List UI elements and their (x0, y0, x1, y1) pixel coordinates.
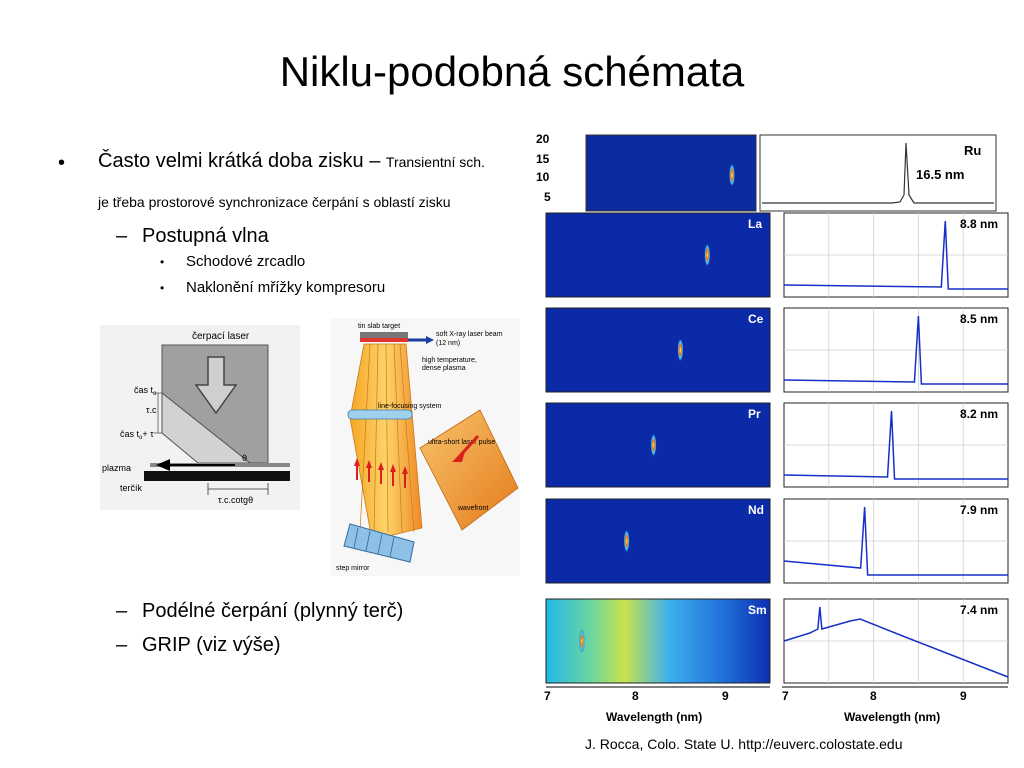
label-pr: Pr (748, 407, 761, 421)
sub-sub-bullet-2: Naklonění mřížky kompresoru (186, 279, 386, 296)
arrow-down-icon (194, 356, 238, 415)
plot-ru (759, 134, 997, 212)
x-tick-7-left: 7 (544, 689, 551, 703)
x-tick-8-right: 8 (870, 689, 877, 703)
spectrum-line-nd (783, 506, 1008, 576)
traveling-wave-diagram: čerpací laser čas to τ.c čas to+ τ plazm… (100, 325, 300, 510)
dot-b: • (160, 281, 165, 295)
bullet-1-note: Transientní sch. (385, 154, 485, 170)
image-ru (585, 134, 757, 212)
wavelength-ru: 16.5 nm (916, 167, 964, 182)
pulse-label: ultra-short laser pulse (428, 439, 495, 446)
wavefront-label: wavefront (457, 505, 488, 512)
spectrum-line-sm (783, 606, 1009, 678)
bullet-3: GRIP (viz výše) (142, 634, 281, 656)
x-tick-9-right: 9 (960, 689, 967, 703)
spot-ce (677, 338, 684, 362)
x-tick-9-left: 9 (722, 689, 729, 703)
bullet-dot: • (58, 152, 66, 174)
tc-cotg-label: τ.c.cotgθ (218, 495, 253, 505)
plasma-label-mid-2: dense plasma (422, 365, 466, 372)
spot-la (704, 243, 711, 267)
spectrum-line-la (783, 220, 1008, 290)
dash-1: – (116, 225, 128, 247)
wavelength-ce: 8.5 nm (960, 312, 998, 326)
slide-title: Niklu-podobná schémata (279, 48, 745, 95)
bullet-1-text: Často velmi krátká doba zisku – (98, 150, 386, 172)
sub-sub-bullet-1: Schodové zrcadlo (186, 253, 306, 270)
image-ce (545, 307, 771, 393)
bullet-1: Často velmi krátká doba zisku – Transien… (98, 150, 558, 173)
y-tick-10: 10 (536, 170, 550, 184)
dash-2: – (116, 600, 128, 622)
beam-label-2: (12 nm) (436, 340, 460, 347)
time-label-1: čas to (134, 385, 157, 397)
wavelength-la: 8.8 nm (960, 217, 998, 231)
step-mirror-diagram: tin slab target soft X-ray laser beam (1… (330, 318, 520, 576)
spectra-figure: 20 15 10 5 Ru 16.5 nm La 8.8 nm Ce 8.5 nm Pr… (536, 132, 1009, 724)
y-tick-5: 5 (544, 190, 551, 204)
y-tick-20: 20 (536, 132, 550, 146)
wavelength-sm: 7.4 nm (960, 603, 998, 617)
image-la (545, 212, 771, 298)
label-ru: Ru (964, 143, 981, 158)
spot-nd (623, 529, 630, 553)
plasma-label: plazma (102, 463, 131, 473)
label-sm: Sm (748, 603, 767, 617)
wavelength-pr: 8.2 nm (960, 407, 998, 421)
credit-text: J. Rocca, Colo. State U. http://euverc.c… (585, 736, 903, 752)
spectrum-line-pr (783, 410, 1008, 480)
x-label-left: Wavelength (nm) (606, 710, 702, 724)
bullet-2: Podélné čerpání (plynný terč) (142, 600, 404, 622)
dot-a: • (160, 255, 165, 269)
x-tick-8-left: 8 (632, 689, 639, 703)
label-la: La (748, 217, 762, 231)
label-ce: Ce (748, 312, 764, 326)
focusing-label: line-focusing system (378, 403, 442, 410)
plasma-label-mid: high temperature, (422, 357, 477, 364)
step-mirror-label: step mirror (336, 565, 370, 572)
tin-target-label: tin slab target (358, 323, 400, 330)
theta-label: θ (242, 453, 247, 463)
spot-sm (578, 629, 585, 653)
tc-label: τ.c (146, 405, 157, 415)
wavelength-nd: 7.9 nm (960, 503, 998, 517)
pump-label: čerpací laser (192, 331, 250, 342)
beam-label: soft X-ray laser beam (436, 331, 503, 338)
spectrum-line-ce (783, 315, 1008, 385)
x-tick-7-right: 7 (782, 689, 789, 703)
bullet-1-continuation: je třeba prostorové synchronizace čerpán… (98, 194, 451, 210)
spot-pr (650, 433, 657, 457)
image-nd (545, 498, 771, 584)
y-tick-15: 15 (536, 152, 550, 166)
target-label: terčík (120, 483, 143, 493)
image-pr (545, 402, 771, 488)
sub-bullet-postupna-vlna: Postupná vlna (142, 225, 269, 247)
label-nd: Nd (748, 503, 764, 517)
x-label-right: Wavelength (nm) (844, 710, 940, 724)
time-label-2: čas to+ τ (120, 429, 154, 441)
dash-3: – (116, 634, 128, 656)
